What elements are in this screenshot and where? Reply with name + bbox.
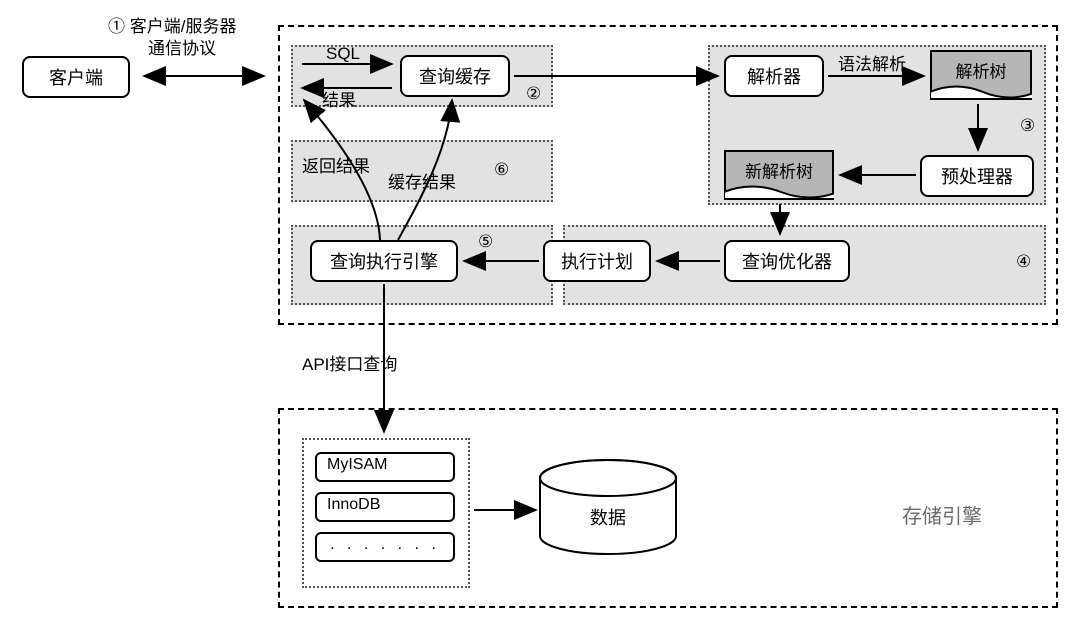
result-label: 结果	[322, 86, 356, 111]
cache-result-label: 缓存结果	[388, 168, 456, 193]
syntax-parse-label: 语法解析	[838, 50, 906, 75]
num-3: ③	[1020, 116, 1035, 136]
storage-engine-label: 存储引擎	[902, 500, 982, 529]
return-result-label: 返回结果	[302, 152, 370, 177]
num-2: ②	[526, 84, 541, 104]
num-4: ④	[1016, 252, 1031, 272]
data-label: 数据	[590, 504, 626, 530]
num-6: ⑥	[494, 160, 509, 180]
protocol-label-2: 通信协议	[148, 34, 216, 59]
api-query-label: API接口查询	[302, 350, 397, 375]
sql-label: SQL	[326, 44, 360, 64]
num-5: ⑤	[478, 232, 493, 252]
